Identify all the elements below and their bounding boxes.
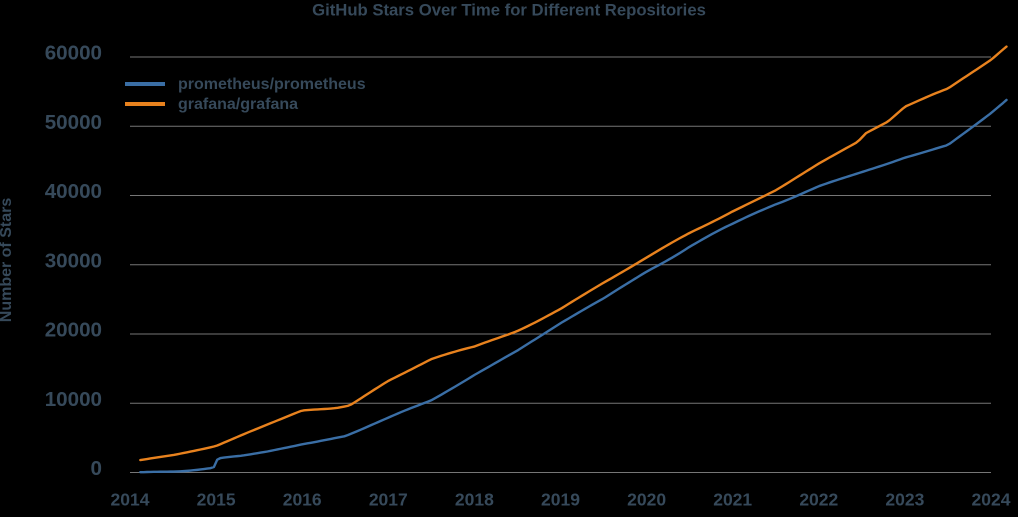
svg-text:GitHub Stars Over Time for Dif: GitHub Stars Over Time for Different Rep…	[312, 1, 706, 20]
svg-text:60000: 60000	[45, 42, 102, 65]
svg-text:2019: 2019	[541, 490, 580, 510]
svg-text:2020: 2020	[627, 490, 666, 510]
svg-text:10000: 10000	[45, 388, 102, 411]
svg-text:2016: 2016	[283, 490, 322, 510]
svg-text:grafana/grafana: grafana/grafana	[178, 96, 298, 113]
svg-text:2018: 2018	[455, 490, 494, 510]
svg-text:2024: 2024	[972, 490, 1011, 510]
svg-text:2022: 2022	[799, 490, 838, 510]
svg-text:20000: 20000	[45, 319, 102, 342]
svg-text:40000: 40000	[45, 180, 102, 203]
svg-text:2021: 2021	[713, 490, 752, 510]
svg-text:Number of Stars: Number of Stars	[0, 198, 15, 323]
svg-text:2017: 2017	[369, 490, 408, 510]
svg-text:2023: 2023	[885, 490, 924, 510]
svg-text:30000: 30000	[45, 249, 102, 272]
svg-text:prometheus/prometheus: prometheus/prometheus	[178, 76, 366, 93]
svg-text:2014: 2014	[111, 490, 150, 510]
svg-text:2015: 2015	[197, 490, 236, 510]
svg-text:0: 0	[91, 457, 102, 480]
svg-text:50000: 50000	[45, 111, 102, 134]
